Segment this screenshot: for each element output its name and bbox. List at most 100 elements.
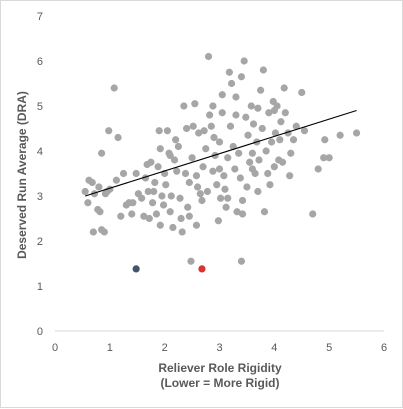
data-point [314,165,322,173]
data-point [192,221,201,229]
data-point [178,228,186,236]
data-point [154,163,162,171]
data-point [281,109,289,117]
data-point [320,154,328,162]
data-point [278,158,287,166]
x-axis-title-line1: Reliever Role Rigidity [158,361,282,375]
x-tick-label: 0 [52,342,58,354]
data-point [246,158,254,166]
highlighted-point [198,265,206,273]
data-point [152,210,161,218]
data-point [258,124,266,133]
data-point [129,199,137,207]
data-point [213,181,221,189]
data-point [96,208,104,216]
data-point [321,136,329,144]
data-point [262,147,270,155]
data-point [266,181,274,189]
data-point [196,190,204,198]
data-point [271,129,280,137]
data-point [158,192,166,200]
x-tick-label: 1 [107,342,113,354]
data-point [264,169,272,178]
data-point [232,111,240,119]
x-tick-label: 5 [326,342,332,354]
data-point [110,84,118,92]
data-point [267,138,276,146]
data-point [132,169,140,178]
data-point [151,178,159,187]
data-point [265,109,273,117]
data-point [199,163,207,171]
data-point [233,208,241,216]
data-point [177,214,185,223]
data-point [235,149,243,157]
data-point [191,100,199,108]
data-point [289,136,298,144]
data-point [236,174,244,182]
data-point [180,102,188,110]
data-point [255,156,263,164]
data-point [298,88,306,97]
data-point [215,138,224,146]
data-point [336,131,344,139]
data-point [224,154,232,162]
data-point [195,129,203,137]
data-point [237,257,246,265]
data-point [325,154,333,162]
data-point [114,133,122,142]
data-point [225,68,233,76]
data-point [231,165,239,173]
data-point [100,228,108,236]
data-point [300,127,309,135]
data-point [214,217,223,225]
data-point [270,106,278,115]
data-point [276,136,284,144]
y-tick-label: 1 [37,281,43,293]
data-point [352,129,361,137]
data-point [166,151,174,160]
data-point [216,194,225,202]
data-point [292,122,300,130]
data-point [140,212,148,220]
data-point [155,127,163,135]
data-point [185,178,193,187]
data-point [188,154,196,162]
data-point [286,172,294,180]
data-point [238,196,247,205]
data-point [88,178,96,187]
data-point [240,57,248,65]
data-point [257,86,265,94]
y-tick-label: 2 [37,236,43,248]
data-point [237,73,246,81]
data-point [254,187,262,196]
data-point [181,169,190,178]
data-point [176,194,184,202]
data-point [207,122,215,130]
data-point [203,187,212,196]
x-tick-label: 2 [162,342,168,354]
y-tick-label: 6 [37,56,43,68]
data-point [166,208,174,216]
data-point [119,169,128,178]
data-point [224,194,232,202]
data-point [81,187,89,196]
highlighted-point [132,265,140,273]
data-point [259,66,267,74]
data-point [204,52,213,61]
highlighted-points [132,265,206,273]
data-point [244,131,252,139]
data-point [117,212,125,220]
data-point [287,149,295,157]
data-point [172,136,180,144]
data-point [156,145,164,153]
data-point [138,194,146,202]
data-point [183,124,191,133]
data-point [220,172,228,180]
y-tick-label: 3 [37,191,43,203]
y-tick-label: 4 [37,146,43,158]
data-point [162,181,170,189]
data-point [209,167,217,175]
data-point [89,228,97,236]
